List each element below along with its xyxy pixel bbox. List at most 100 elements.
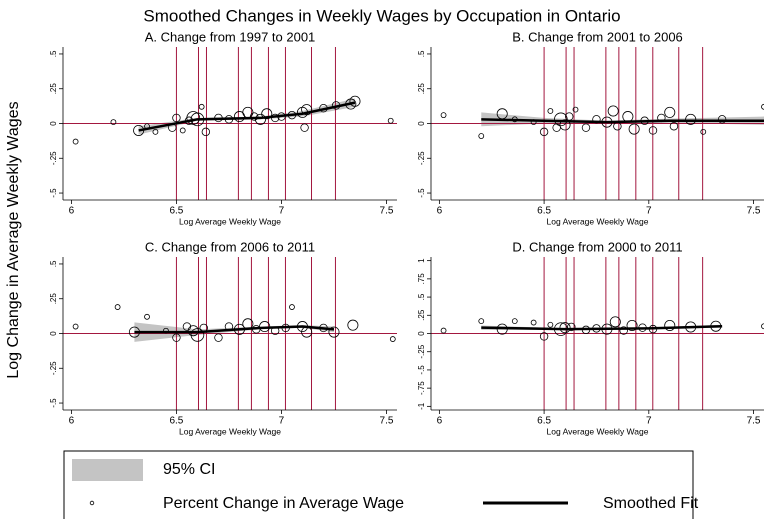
y-tick-label: -.25 bbox=[49, 151, 58, 165]
data-point bbox=[72, 138, 79, 145]
data-point bbox=[685, 113, 697, 125]
smoothed-fit bbox=[481, 324, 723, 331]
data-point bbox=[261, 108, 273, 120]
y-tick-label: .25 bbox=[49, 293, 58, 305]
x-tick-label: 6.5 bbox=[169, 206, 183, 217]
x-tick-label: 6 bbox=[437, 416, 443, 427]
y-tick-label: 0 bbox=[417, 331, 426, 336]
ci-band bbox=[481, 112, 764, 127]
data-point bbox=[198, 103, 205, 110]
x-tick-label: 6 bbox=[69, 416, 75, 427]
data-point bbox=[289, 304, 295, 310]
data-point bbox=[700, 128, 707, 135]
data-point bbox=[72, 323, 79, 330]
x-tick-label: 7.5 bbox=[380, 416, 394, 427]
x-tick-label: 6 bbox=[69, 206, 75, 217]
panel-title: D. Change from 2000 to 2011 bbox=[512, 239, 682, 254]
data-point bbox=[554, 112, 568, 127]
x-axis-label: Log Average Weekly Wage bbox=[547, 426, 649, 436]
x-tick-label: 6.5 bbox=[537, 206, 551, 217]
data-point bbox=[607, 105, 619, 117]
data-point bbox=[669, 122, 679, 131]
data-point bbox=[547, 321, 554, 328]
data-point bbox=[581, 123, 591, 132]
y-tick-label: -.5 bbox=[49, 188, 58, 198]
y-tick-label: -1 bbox=[417, 402, 426, 410]
x-tick-label: 7 bbox=[646, 206, 652, 217]
data-point bbox=[328, 326, 340, 338]
data-point bbox=[478, 318, 485, 325]
x-tick-label: 7.5 bbox=[747, 206, 761, 217]
smoothed-fit bbox=[138, 101, 356, 132]
x-tick-label: 7 bbox=[646, 416, 652, 427]
data-point bbox=[530, 319, 537, 326]
data-point bbox=[190, 328, 205, 342]
y-tick-label: 1 bbox=[417, 258, 426, 263]
y-tick-label: -.25 bbox=[417, 151, 426, 165]
x-axis-label: Log Average Weekly Wage bbox=[179, 216, 281, 226]
panel-title: A. Change from 1997 to 2001 bbox=[145, 29, 316, 44]
legend-label: 95% CI bbox=[163, 461, 215, 478]
data-point bbox=[628, 123, 640, 135]
y-tick-label: -.5 bbox=[417, 365, 426, 375]
data-point bbox=[761, 103, 764, 110]
smoothed-fit bbox=[481, 118, 764, 124]
data-point bbox=[387, 117, 394, 124]
data-point bbox=[609, 316, 621, 328]
x-tick-label: 7.5 bbox=[380, 206, 394, 217]
data-point bbox=[547, 108, 554, 114]
y-tick-label: 0 bbox=[417, 121, 426, 126]
data-point bbox=[347, 319, 359, 331]
y-tick-label: -.25 bbox=[417, 344, 426, 358]
panel-title: B. Change from 2001 to 2006 bbox=[512, 29, 683, 44]
y-tick-label: .5 bbox=[417, 293, 426, 300]
data-point bbox=[201, 127, 211, 137]
data-point bbox=[648, 126, 658, 135]
data-point bbox=[179, 127, 186, 134]
data-point bbox=[539, 332, 549, 341]
chart-title: Smoothed Changes in Weekly Wages by Occu… bbox=[143, 6, 620, 25]
y-tick-label: -.25 bbox=[49, 361, 58, 375]
data-point bbox=[572, 106, 579, 113]
data-point bbox=[389, 336, 396, 342]
y-tick-label: .5 bbox=[417, 50, 426, 57]
y-tick-label: .5 bbox=[49, 50, 58, 57]
legend-swatch bbox=[72, 459, 143, 481]
data-point bbox=[478, 133, 485, 139]
y-tick-label: -.5 bbox=[417, 188, 426, 198]
data-point bbox=[349, 95, 361, 107]
data-point bbox=[717, 115, 727, 124]
y-tick-label: 0 bbox=[49, 121, 58, 126]
data-point bbox=[214, 333, 223, 342]
data-point bbox=[172, 333, 181, 342]
smoothed-fit bbox=[134, 325, 335, 334]
data-point bbox=[249, 112, 259, 121]
legend-box bbox=[63, 450, 694, 519]
y-tick-label: .5 bbox=[49, 260, 58, 267]
y-tick-label: -.75 bbox=[417, 381, 426, 395]
data-point bbox=[440, 327, 447, 334]
y-tick-label: -.5 bbox=[49, 398, 58, 408]
x-tick-label: 6.5 bbox=[169, 416, 183, 427]
y-tick-label: .25 bbox=[417, 309, 426, 321]
data-point bbox=[301, 104, 313, 116]
data-point bbox=[144, 313, 150, 320]
data-point bbox=[664, 319, 676, 331]
y-axis-label: Log Change in Average Weekly Wages bbox=[5, 101, 22, 378]
y-tick-label: .25 bbox=[417, 83, 426, 95]
data-point bbox=[559, 119, 571, 131]
data-point bbox=[110, 119, 117, 126]
panel-title: C. Change from 2006 to 2011 bbox=[145, 239, 315, 254]
data-point bbox=[567, 322, 576, 332]
data-point bbox=[300, 123, 309, 132]
data-point bbox=[114, 304, 121, 310]
y-tick-label: .25 bbox=[49, 83, 58, 95]
x-tick-label: 6 bbox=[437, 206, 443, 217]
data-point bbox=[664, 106, 676, 118]
legend-label: Percent Change in Average Wage bbox=[163, 495, 404, 512]
x-tick-label: 7 bbox=[279, 416, 285, 427]
data-point bbox=[539, 127, 549, 137]
data-point bbox=[619, 326, 628, 335]
